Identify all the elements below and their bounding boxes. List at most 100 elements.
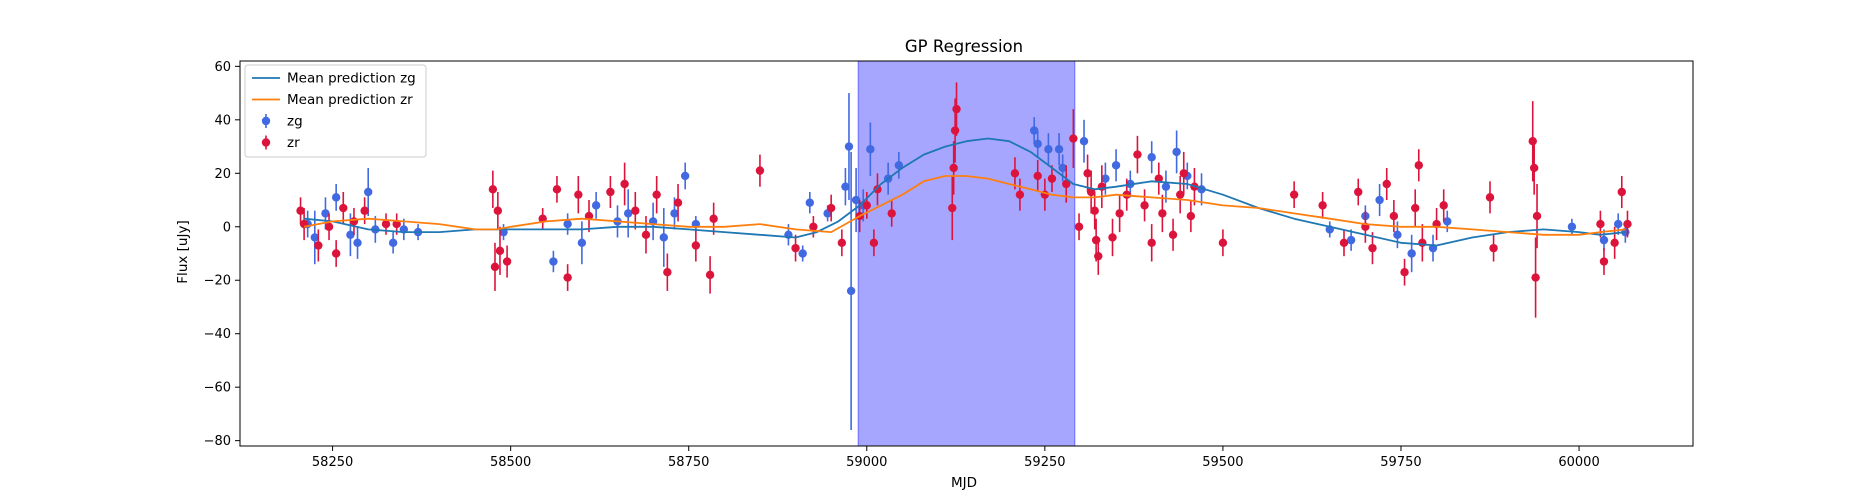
data-point-zg [1567, 222, 1577, 231]
axes-frame [239, 60, 1694, 447]
data-point-zr [1115, 209, 1124, 218]
data-point-zg [1443, 217, 1452, 226]
data-point-zg [1375, 195, 1384, 205]
data-point-zr [339, 203, 348, 213]
data-point-zr [1623, 219, 1632, 229]
data-point-zr [1439, 201, 1448, 210]
data-point-zr [1090, 206, 1099, 215]
data-point-zr [502, 257, 512, 266]
x-tick-label: 59500 [1202, 455, 1243, 470]
data-point-zr [392, 219, 401, 229]
y-axis-label: Flux [uJy] [175, 220, 191, 283]
data-point-zr [641, 230, 651, 239]
x-tick-label: 58500 [490, 455, 531, 470]
data-point-zr [1368, 243, 1377, 253]
data-point-zr [1168, 230, 1178, 239]
data-point-zr [862, 201, 871, 210]
data-point-zr [1617, 187, 1626, 197]
data-point-zg [549, 257, 558, 266]
data-point-zr [809, 222, 818, 231]
data-point-zr [584, 211, 594, 221]
data-point-zg [1614, 219, 1623, 229]
data-point-zg [623, 209, 633, 218]
data-point-zr [495, 246, 505, 256]
data-point-zr [826, 203, 836, 213]
data-point-zr [1389, 211, 1399, 221]
data-point-zr [887, 209, 896, 218]
data-point-zg [841, 182, 850, 191]
data-point-zg [1393, 230, 1402, 239]
data-point-zr [1531, 273, 1540, 282]
data-point-zr [869, 238, 879, 248]
data-point-zr [296, 206, 305, 215]
data-point-zr [563, 273, 572, 282]
y-tick-label: −80 [204, 434, 231, 449]
data-point-zr [949, 163, 958, 173]
data-point-zr [1418, 238, 1427, 248]
data-point-zg [1147, 153, 1156, 162]
data-point-zr [1289, 190, 1299, 199]
data-point-zr [1108, 233, 1117, 242]
data-point-zr [1175, 190, 1185, 199]
data-point-zr [1339, 238, 1349, 248]
data-point-zg [1033, 139, 1042, 149]
y-tick-label: 20 [214, 167, 231, 182]
data-point-zr [1599, 257, 1609, 266]
y-tick-label: −20 [204, 274, 231, 289]
data-point-zr [652, 190, 661, 199]
data-point-zg [680, 171, 690, 181]
data-point-zg [805, 198, 815, 207]
data-point-zr [1033, 171, 1042, 181]
data-point-zg [346, 230, 355, 239]
data-point-zr [1414, 161, 1423, 170]
data-point-zr [1010, 169, 1020, 178]
data-point-zr [1094, 251, 1103, 261]
y-tick-label: −40 [204, 327, 231, 342]
data-point-zg [1029, 126, 1039, 135]
data-point-zr [349, 217, 359, 226]
data-point-zr [552, 185, 562, 194]
data-point-zg [1111, 161, 1121, 170]
data-point-zr [663, 268, 672, 277]
data-point-zr [1069, 134, 1078, 143]
data-point-zr [1610, 238, 1619, 248]
data-point-zg [866, 145, 875, 154]
data-point-zg [388, 238, 398, 248]
legend-swatch-marker [261, 116, 271, 126]
x-axis-label: MJD [951, 475, 977, 491]
data-point-zr [948, 203, 957, 213]
legend: Mean prediction zg Mean prediction zr zg zr [244, 64, 427, 158]
data-point-zr [1318, 201, 1327, 210]
data-point-zr [1158, 209, 1167, 218]
data-point-zg [844, 142, 854, 151]
data-point-zr [1354, 187, 1363, 197]
data-point-zr [324, 222, 334, 231]
data-point-zr [1411, 203, 1420, 213]
data-point-zg [670, 209, 679, 218]
data-point-zg [1101, 174, 1110, 183]
data-point-zr [1528, 137, 1537, 146]
data-point-zr [1485, 193, 1495, 202]
data-point-zr [488, 185, 498, 194]
y-tick-label: 40 [214, 113, 231, 128]
data-point-zr [1179, 169, 1188, 178]
data-point-zr [952, 104, 961, 114]
data-point-zr [1400, 268, 1409, 277]
data-point-zg [310, 233, 319, 242]
data-point-zr [331, 249, 341, 258]
data-point-zr [631, 206, 640, 215]
data-point-zg [353, 238, 362, 248]
data-point-zr [791, 243, 800, 253]
data-point-zg [798, 249, 807, 258]
line-mean-prediction-zr [303, 175, 1626, 236]
data-point-zr [606, 187, 615, 197]
data-point-zg [1054, 145, 1064, 154]
legend-box [244, 64, 427, 158]
data-point-zr [1154, 174, 1164, 183]
data-point-zr [1596, 219, 1605, 229]
data-point-zr [1133, 150, 1142, 159]
y-tick-label: 0 [223, 220, 231, 235]
data-point-zg [1346, 235, 1356, 245]
legend-label: Mean prediction zg [287, 71, 416, 87]
